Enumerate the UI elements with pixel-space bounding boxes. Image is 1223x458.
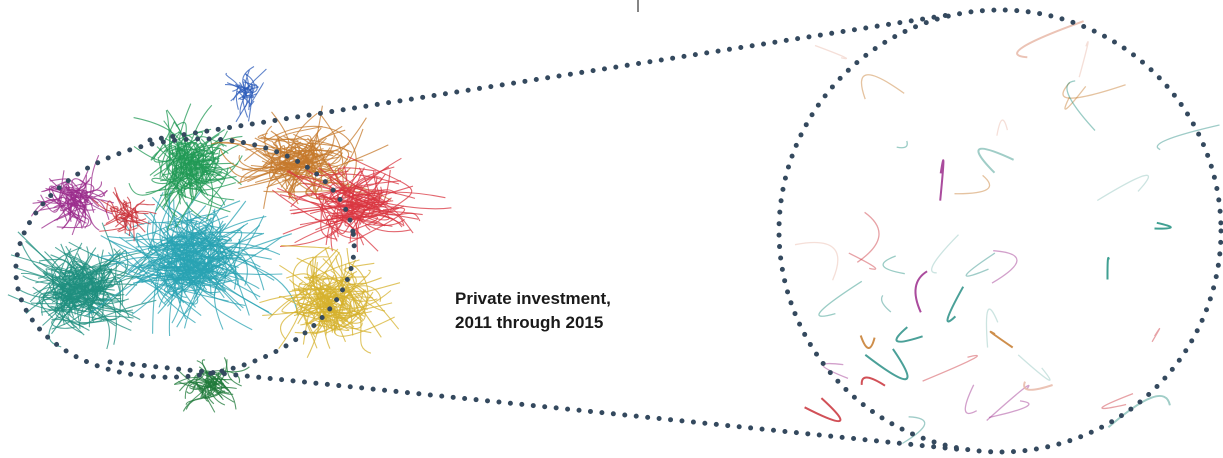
network-edge <box>1157 125 1219 150</box>
zoom-circle <box>779 10 1221 452</box>
network-edge <box>862 377 885 385</box>
network-edge <box>1102 394 1133 409</box>
network-edge <box>1017 21 1084 57</box>
network-edge <box>104 214 140 226</box>
label-line-2: 2011 through 2015 <box>455 313 603 332</box>
network-edge <box>991 332 1013 348</box>
network-edge <box>819 281 862 316</box>
network-edge <box>1018 355 1050 380</box>
network-cluster <box>8 67 452 413</box>
network-edge <box>932 235 959 273</box>
network-edge <box>923 356 978 382</box>
network-edge <box>992 251 1017 283</box>
network-edge <box>966 253 995 276</box>
network-edge <box>896 327 922 342</box>
network-edge <box>997 120 1008 136</box>
network-edge <box>861 336 875 348</box>
network-edge <box>1155 223 1171 229</box>
network-edge <box>882 295 891 312</box>
network-edge <box>955 175 990 193</box>
network-edge <box>1063 83 1126 99</box>
network-edge <box>857 212 879 262</box>
network-edge <box>1107 258 1108 280</box>
network-edge <box>815 46 846 59</box>
connector-top <box>150 14 955 140</box>
illustration: Private investment, 2011 through 2015 <box>0 0 1223 458</box>
network-edge <box>915 271 927 312</box>
network-edge <box>1097 175 1148 200</box>
network-edge <box>978 149 1013 173</box>
network-edge <box>865 349 907 379</box>
network-edge <box>897 141 908 148</box>
network-edge <box>989 401 1029 418</box>
network-edge <box>1152 329 1159 342</box>
network-edge <box>1067 81 1095 131</box>
network-edge <box>987 385 1029 420</box>
network-edge <box>805 398 841 421</box>
network-edge <box>986 309 997 348</box>
network-edge <box>795 243 838 281</box>
network-edge <box>947 287 963 322</box>
network-edge <box>965 385 976 414</box>
network-edge <box>849 253 876 269</box>
network-edge <box>861 75 904 99</box>
network-edge <box>1079 42 1088 78</box>
network-edge <box>940 160 943 200</box>
network-edge <box>883 256 905 274</box>
label-line-1: Private investment, <box>455 289 611 308</box>
connector-bottom <box>110 362 965 450</box>
zoomed-network <box>795 21 1220 443</box>
network-edge <box>823 364 848 379</box>
